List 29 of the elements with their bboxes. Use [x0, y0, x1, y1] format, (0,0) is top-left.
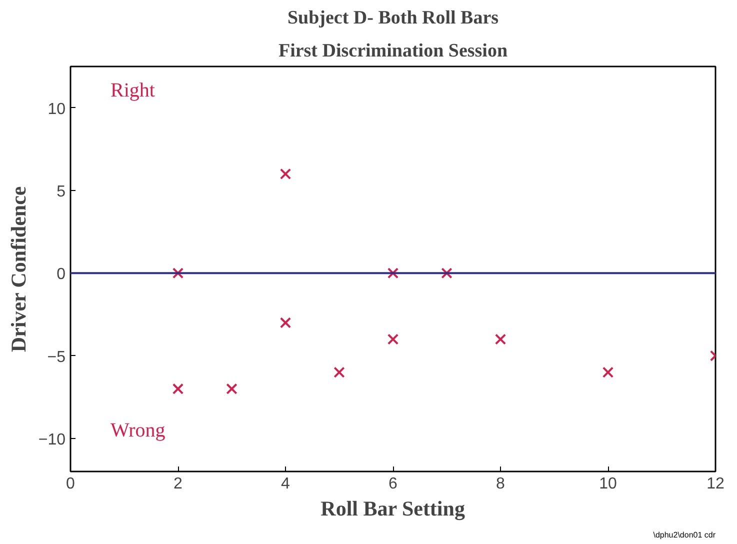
text: \dphu2\don01 cdr [653, 530, 716, 540]
annotation: Wrong [110, 420, 166, 442]
point [172, 383, 184, 394]
point [387, 334, 399, 345]
point [334, 366, 345, 378]
y-tick-label: 0 [56, 266, 66, 284]
x-tick-label: 12 [706, 476, 724, 492]
point [280, 317, 292, 328]
x-axis-title: Roll Bar Setting [320, 496, 466, 520]
point [602, 366, 614, 378]
annotation: Right [110, 80, 156, 102]
point [226, 383, 238, 394]
x-tick-label: 6 [388, 476, 398, 492]
y-tick-label: −10 [38, 431, 66, 448]
x-tick-label: 8 [496, 476, 506, 492]
y-tick-label: 10 [48, 100, 66, 118]
x-tick-label: 2 [174, 476, 183, 492]
x-tick-label: 4 [281, 476, 290, 492]
point [172, 268, 184, 279]
y-axis-title: Driver Confidence [6, 186, 30, 352]
point [280, 168, 292, 180]
chart-subtitle: First Discrimination Session [278, 40, 508, 62]
y-tick-label: −5 [47, 348, 66, 366]
point [494, 334, 506, 345]
x-tick-label: 10 [599, 476, 617, 492]
y-tick-label: 5 [56, 183, 66, 200]
point [441, 268, 452, 279]
chart-title: Subject D- Both Roll Bars [287, 8, 499, 28]
point [387, 268, 399, 279]
